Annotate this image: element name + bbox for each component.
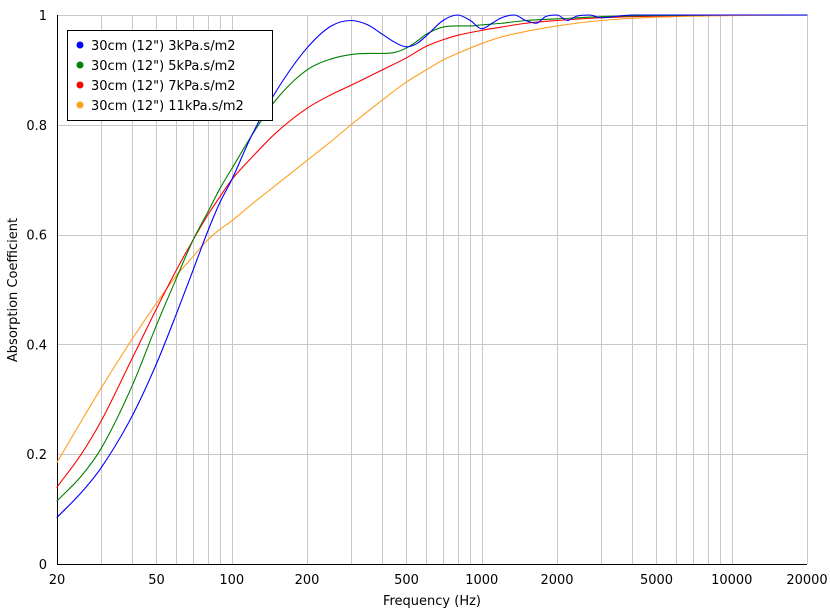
legend: 30cm (12") 3kPa.s/m2 30cm (12") 5kPa.s/m2… (67, 30, 273, 121)
legend-label: 30cm (12") 7kPa.s/m2 (91, 79, 236, 94)
legend-marker (76, 81, 84, 89)
y-tick-label: 0 (39, 558, 47, 573)
axes-layer (57, 15, 807, 565)
series-line-1 (56, 14, 808, 518)
x-tick-label: 500 (394, 573, 419, 588)
series-line-3 (56, 14, 808, 488)
legend-marker (76, 41, 84, 49)
x-tick-label: 20000 (786, 573, 827, 588)
y-tick-label: 0.8 (26, 119, 47, 134)
legend-marker (76, 61, 84, 69)
x-tick-label: 2000 (540, 573, 573, 588)
x-tick-label: 50 (148, 573, 165, 588)
legend-box (67, 30, 273, 121)
y-tick-label: 0.6 (26, 229, 47, 244)
y-tick-label: 1 (39, 9, 47, 24)
legend-label: 30cm (12") 5kPa.s/m2 (91, 59, 236, 74)
legend-label: 30cm (12") 3kPa.s/m2 (91, 39, 236, 54)
x-axis-title: Frequency (Hz) (383, 594, 481, 609)
x-tick-label: 200 (295, 573, 320, 588)
x-tick-label: 100 (219, 573, 244, 588)
series-layer (56, 14, 808, 518)
y-axis-title: Absorption Coefficient (6, 218, 21, 362)
x-tick-label: 1000 (465, 573, 498, 588)
legend-marker (76, 101, 84, 109)
tick-label-layer: 20 50 100 200 500 1000 2000 5000 10000 20000 0 0.2 0… (26, 9, 827, 588)
legend-label: 30cm (12") 11kPa.s/m2 (91, 99, 244, 114)
y-tick-label: 0.2 (26, 448, 47, 463)
x-tick-label: 10000 (711, 573, 752, 588)
x-tick-label: 20 (49, 573, 66, 588)
y-tick-label: 0.4 (26, 338, 47, 353)
x-tick-label: 5000 (640, 573, 673, 588)
